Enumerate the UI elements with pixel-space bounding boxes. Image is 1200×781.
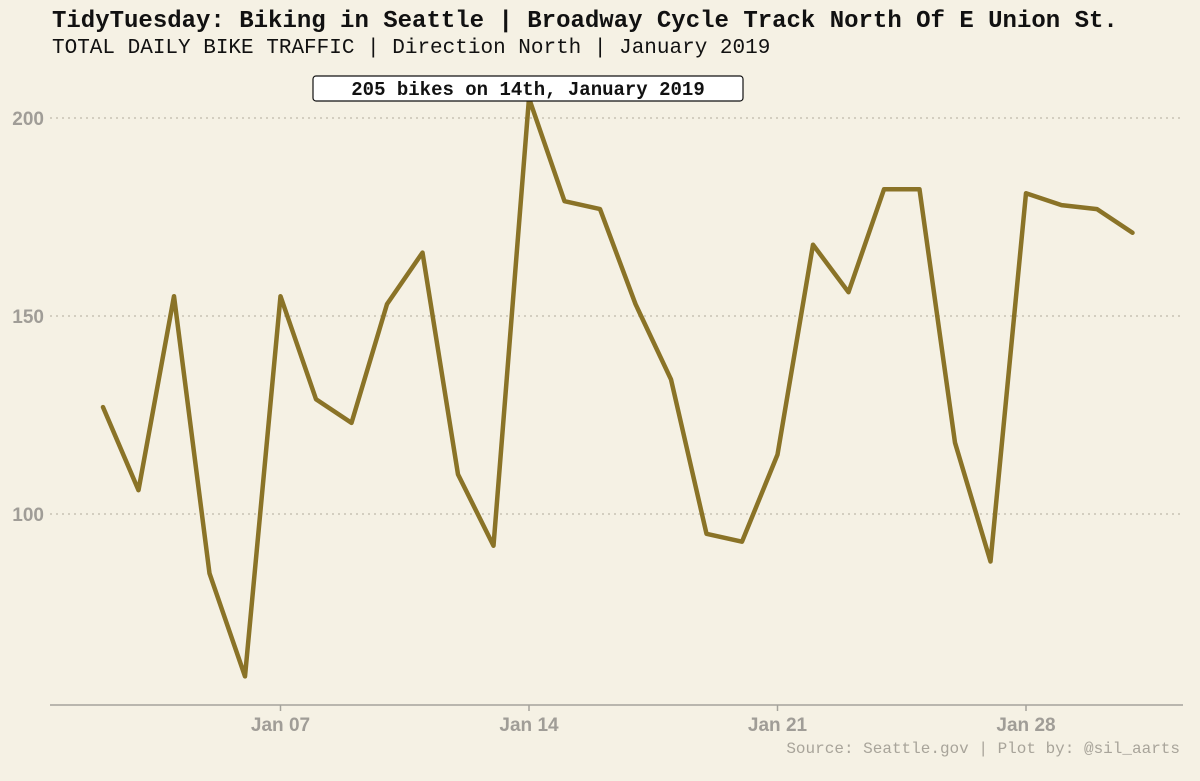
- y-tick-label: 100: [12, 505, 44, 526]
- x-axis-ticks: Jan 07 Jan 14 Jan 21 Jan 28: [251, 705, 1056, 736]
- x-tick-label: Jan 28: [996, 715, 1055, 736]
- data-points: [102, 98, 1133, 677]
- y-tick-label: 150: [12, 307, 44, 328]
- chart-title: TidyTuesday: Biking in Seattle | Broadwa…: [52, 8, 1118, 35]
- source-caption: Source: Seattle.gov | Plot by: @sil_aart…: [786, 740, 1180, 758]
- y-axis-ticks: 100 150 200: [12, 109, 44, 526]
- chart-subtitle: TOTAL DAILY BIKE TRAFFIC | Direction Nor…: [52, 37, 771, 60]
- peak-annotation: 205 bikes on 14th, January 2019: [312, 75, 744, 102]
- annotation-box: [312, 75, 744, 102]
- x-tick-label: Jan 07: [251, 715, 310, 736]
- annotation-label: 205 bikes on 14th, January 2019: [351, 79, 704, 101]
- x-tick-label: Jan 21: [748, 715, 808, 736]
- y-tick-label: 200: [12, 109, 44, 130]
- x-tick-label: Jan 14: [499, 715, 559, 736]
- series-line: [100, 95, 1135, 679]
